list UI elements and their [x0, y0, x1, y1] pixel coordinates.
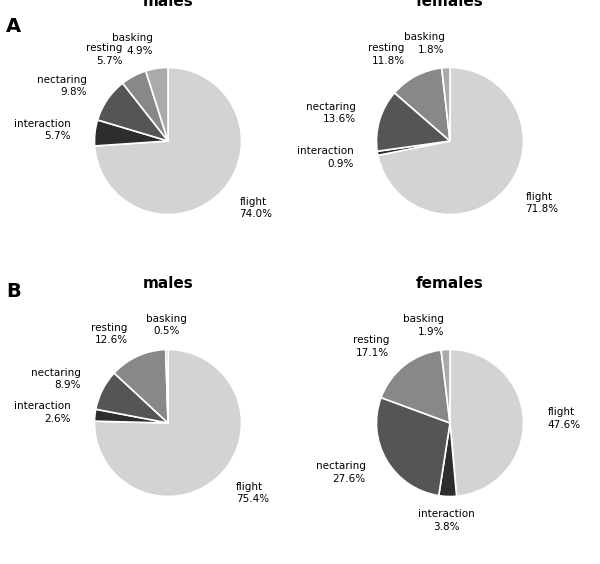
Wedge shape [441, 350, 450, 423]
Wedge shape [395, 68, 450, 141]
Text: interaction
5.7%: interaction 5.7% [14, 119, 71, 142]
Wedge shape [442, 68, 450, 141]
Text: basking
1.8%: basking 1.8% [404, 32, 445, 55]
Wedge shape [450, 350, 524, 496]
Text: interaction
3.8%: interaction 3.8% [418, 509, 475, 532]
Text: resting
5.7%: resting 5.7% [86, 43, 122, 66]
Wedge shape [94, 350, 242, 496]
Text: flight
74.0%: flight 74.0% [239, 196, 272, 219]
Wedge shape [146, 68, 168, 141]
Wedge shape [378, 68, 524, 214]
Text: basking
1.9%: basking 1.9% [403, 314, 444, 337]
Title: females: females [416, 0, 484, 8]
Title: females: females [416, 276, 484, 290]
Text: resting
17.1%: resting 17.1% [353, 335, 389, 358]
Text: flight
71.8%: flight 71.8% [526, 192, 559, 214]
Text: A: A [6, 17, 21, 36]
Title: males: males [143, 0, 193, 8]
Wedge shape [95, 68, 242, 214]
Wedge shape [166, 350, 168, 423]
Wedge shape [122, 71, 168, 141]
Wedge shape [376, 93, 450, 151]
Wedge shape [377, 141, 450, 155]
Text: basking
0.5%: basking 0.5% [146, 314, 187, 337]
Wedge shape [376, 398, 450, 496]
Wedge shape [94, 120, 168, 146]
Wedge shape [96, 373, 168, 423]
Text: resting
11.8%: resting 11.8% [368, 43, 404, 66]
Wedge shape [381, 350, 450, 423]
Text: flight
47.6%: flight 47.6% [548, 407, 581, 430]
Text: nectaring
9.8%: nectaring 9.8% [37, 75, 87, 97]
Text: flight
75.4%: flight 75.4% [236, 482, 269, 504]
Text: nectaring
27.6%: nectaring 27.6% [316, 461, 366, 484]
Text: nectaring
13.6%: nectaring 13.6% [307, 102, 356, 125]
Title: males: males [143, 276, 193, 290]
Wedge shape [98, 83, 168, 141]
Text: interaction
0.9%: interaction 0.9% [297, 146, 353, 169]
Text: resting
12.6%: resting 12.6% [91, 323, 128, 345]
Text: basking
4.9%: basking 4.9% [112, 33, 153, 56]
Text: B: B [6, 282, 21, 301]
Wedge shape [114, 350, 168, 423]
Text: nectaring
8.9%: nectaring 8.9% [31, 368, 81, 390]
Text: interaction
2.6%: interaction 2.6% [14, 402, 71, 424]
Wedge shape [439, 423, 457, 496]
Wedge shape [95, 409, 168, 423]
